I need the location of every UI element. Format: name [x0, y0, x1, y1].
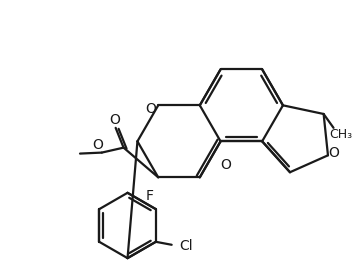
- Text: O: O: [93, 138, 103, 152]
- Text: O: O: [328, 146, 339, 160]
- Text: F: F: [145, 189, 153, 203]
- Text: O: O: [220, 158, 231, 172]
- Text: Cl: Cl: [180, 239, 193, 253]
- Text: O: O: [145, 102, 156, 116]
- Text: O: O: [109, 113, 120, 127]
- Text: CH₃: CH₃: [329, 128, 352, 141]
